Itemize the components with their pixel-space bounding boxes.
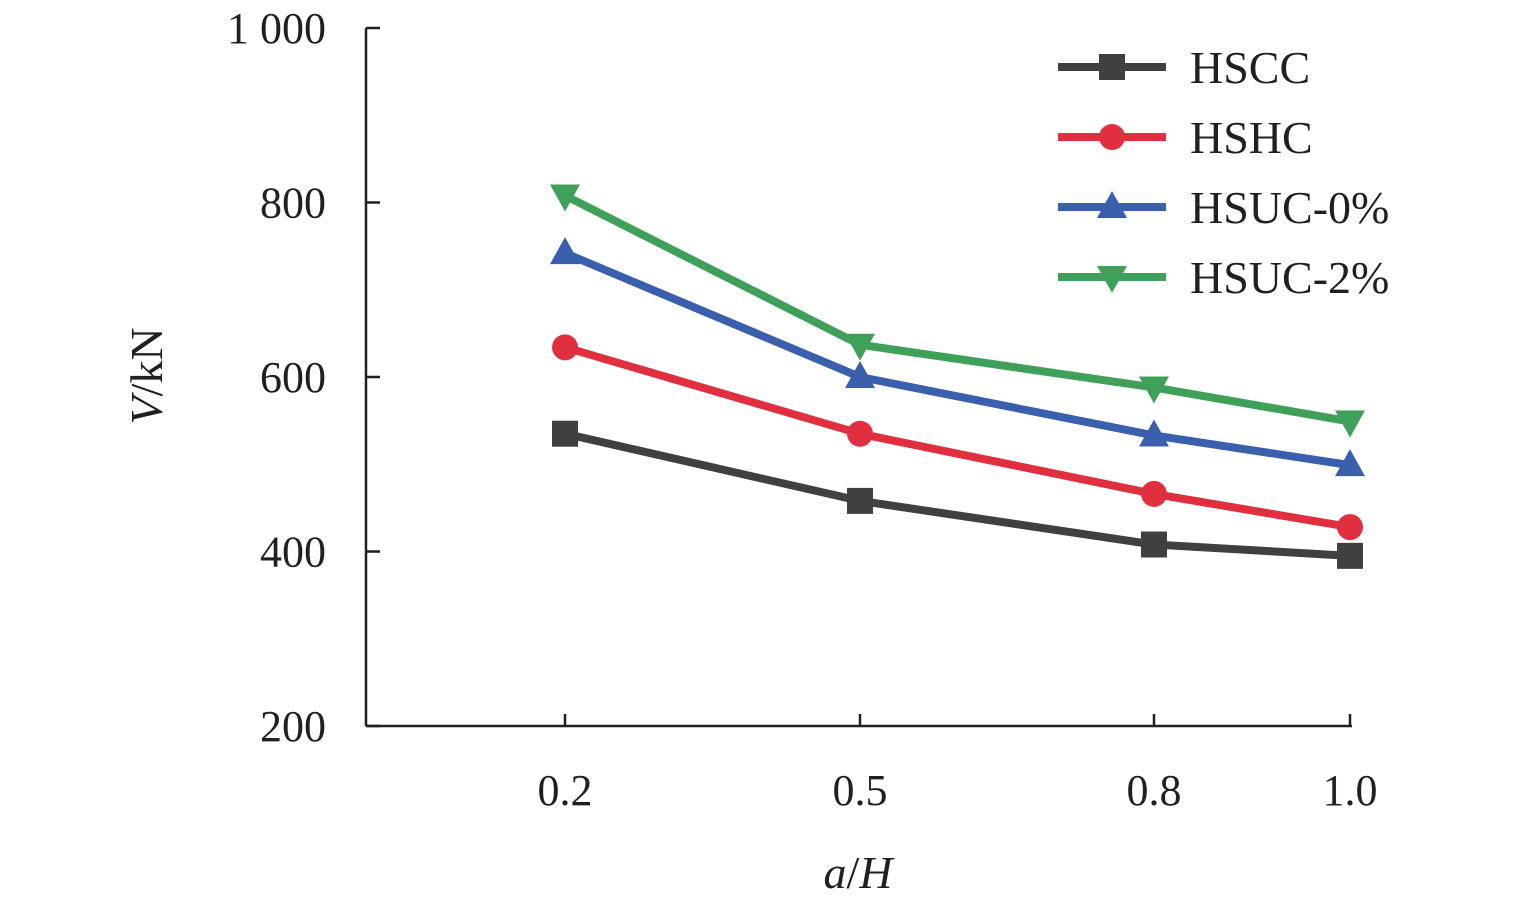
data-point [1141,532,1167,558]
legend-label: HSUC-0% [1190,182,1389,233]
y-tick-label: 600 [260,353,326,402]
y-axis-title: V/kN [121,327,172,424]
data-point [552,421,578,447]
data-point [1337,514,1363,540]
legend-item: HSUC-0% [1058,182,1389,233]
x-tick-label: 0.8 [1127,766,1182,815]
series-hscc [552,421,1363,569]
data-point [847,421,873,447]
y-ticks: 200 400 600 800 1 000 [227,4,380,751]
data-point [552,334,578,360]
data-point [1141,481,1167,507]
series-hshc [552,334,1363,540]
x-tick-label: 0.5 [833,766,888,815]
series-line [565,347,1350,527]
data-point [1337,543,1363,569]
y-tick-label: 800 [260,179,326,228]
legend: HSCC HSHC HSUC-0% HSUC-2% [1058,42,1389,303]
legend-label: HSCC [1190,42,1310,93]
data-point [550,237,580,264]
legend-label: HSUC-2% [1190,252,1389,303]
line-chart: 2004006008001 000 0.2 0.5 0.8 1.0 a/H V/kN … [0,0,1535,905]
x-axis-title: a/H [823,847,895,898]
legend-item: HSHC [1058,112,1313,163]
x-ticks: 0.2 0.5 0.8 1.0 [538,714,1378,815]
x-tick-label: 1.0 [1323,766,1378,815]
legend-item: HSCC [1058,42,1310,93]
y-tick-label: 400 [260,528,326,577]
series-layer [550,185,1365,569]
data-point [847,488,873,514]
y-tick-label: 200 [260,702,326,751]
data-point [1335,410,1365,437]
legend-item: HSUC-2% [1058,252,1389,303]
x-tick-label: 0.2 [538,766,593,815]
legend-marker [1099,54,1125,80]
legend-marker [1099,124,1125,150]
legend-label: HSHC [1190,112,1313,163]
y-tick-label: 1 000 [227,4,326,53]
